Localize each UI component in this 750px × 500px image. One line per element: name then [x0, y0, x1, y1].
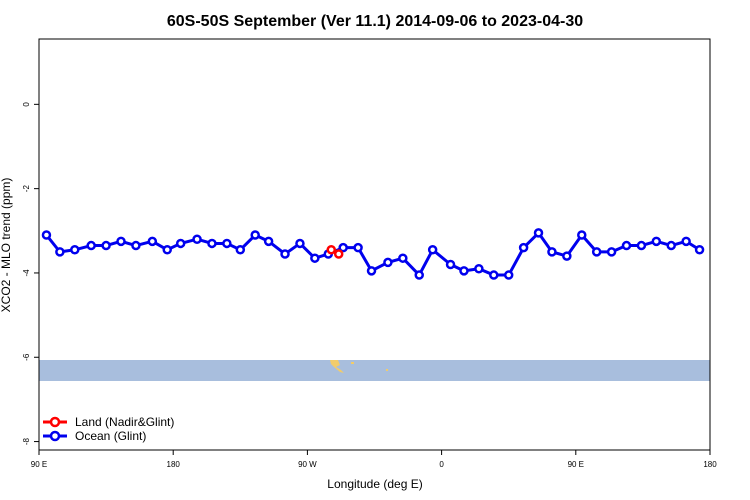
- data-point: [250, 230, 260, 240]
- data-point: [414, 270, 424, 280]
- legend-marker: [49, 430, 61, 442]
- x-axis-label: Longitude (deg E): [327, 477, 422, 491]
- data-point: [606, 247, 617, 257]
- data-point: [398, 253, 408, 263]
- legend-label: Ocean (Glint): [75, 429, 146, 443]
- x-tick-label: 0: [439, 460, 444, 469]
- land-speck-2: [386, 369, 388, 371]
- data-point: [474, 263, 484, 274]
- chart-title: 60S-50S September (Ver 11.1) 2014-09-06 …: [167, 13, 583, 30]
- data-point: [353, 242, 363, 253]
- y-tick-label: -8: [22, 437, 31, 445]
- data-point: [101, 240, 111, 251]
- data-point: [489, 270, 499, 280]
- data-point: [666, 240, 676, 251]
- data-point: [235, 245, 246, 255]
- data-point: [547, 247, 557, 257]
- data-point: [207, 238, 217, 249]
- ocean-band: [39, 360, 710, 381]
- x-tick-label: 180: [167, 460, 181, 469]
- data-point: [459, 266, 469, 276]
- x-tick-label: 90 E: [568, 460, 584, 469]
- data-point: [366, 266, 377, 276]
- data-point: [518, 242, 529, 253]
- data-point: [263, 236, 274, 247]
- legend: Land (Nadir&Glint)Ocean (Glint): [43, 415, 174, 443]
- data-point: [280, 249, 290, 259]
- data-point: [694, 245, 705, 255]
- data-point: [333, 249, 344, 259]
- legend-marker: [49, 416, 61, 428]
- data-point: [651, 236, 662, 247]
- data-point: [427, 245, 438, 255]
- data-point: [192, 234, 202, 244]
- data-point: [636, 240, 647, 251]
- data-point: [116, 236, 126, 247]
- data-point: [162, 245, 172, 255]
- data-point: [533, 228, 544, 238]
- data-point: [147, 236, 158, 247]
- data-point: [41, 230, 52, 240]
- data-point: [70, 245, 80, 255]
- axes: 90 E 180 90 W 0 90 E 180 0 -2 -4 -6 -8: [22, 102, 717, 469]
- y-tick-label: 0: [22, 102, 31, 107]
- data-point: [55, 247, 65, 257]
- data-point: [86, 240, 96, 251]
- data-point: [295, 238, 305, 249]
- map-strip: [39, 360, 710, 381]
- data-point: [562, 251, 572, 261]
- data-point: [338, 242, 348, 253]
- y-tick-label: -6: [22, 353, 31, 361]
- y-tick-label: -4: [22, 269, 31, 277]
- plot-frame: [38, 38, 711, 451]
- data-point: [310, 253, 320, 263]
- y-axis-label: XCO2 - MLO trend (ppm): [0, 178, 13, 313]
- data-point: [681, 236, 691, 247]
- land-mass: [330, 360, 344, 373]
- y-tick-label: -2: [22, 185, 31, 193]
- data-point: [445, 259, 456, 270]
- series-layer: [41, 228, 705, 280]
- data-point: [383, 257, 393, 268]
- data-point: [222, 238, 232, 249]
- data-point: [577, 230, 587, 240]
- data-point: [326, 245, 337, 255]
- data-point: [503, 270, 514, 280]
- x-tick-label: 180: [703, 460, 717, 469]
- data-point: [621, 240, 632, 251]
- legend-label: Land (Nadir&Glint): [75, 415, 174, 429]
- data-point: [591, 247, 602, 257]
- data-point: [175, 238, 186, 249]
- land-speck: [351, 362, 354, 364]
- data-point: [131, 240, 141, 251]
- x-tick-label: 90 E: [31, 460, 47, 469]
- x-tick-label: 90 W: [298, 460, 317, 469]
